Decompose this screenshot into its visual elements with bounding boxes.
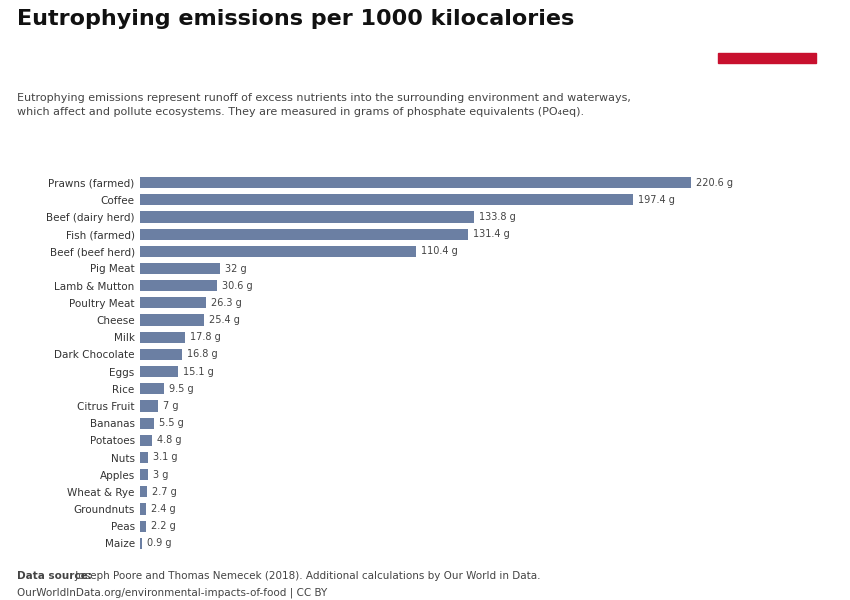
- Bar: [140, 469, 148, 480]
- Bar: [140, 383, 164, 394]
- Bar: [718, 53, 816, 63]
- Text: 197.4 g: 197.4 g: [638, 195, 675, 205]
- Text: 5.5 g: 5.5 g: [159, 418, 184, 428]
- Bar: [140, 503, 146, 515]
- Text: 4.8 g: 4.8 g: [157, 436, 182, 445]
- Text: 26.3 g: 26.3 g: [211, 298, 241, 308]
- Bar: [140, 452, 148, 463]
- Text: 131.4 g: 131.4 g: [473, 229, 510, 239]
- Bar: [140, 280, 217, 291]
- Text: 32 g: 32 g: [225, 263, 246, 274]
- Text: OurWorldInData.org/environmental-impacts-of-food | CC BY: OurWorldInData.org/environmental-impacts…: [17, 588, 327, 599]
- Text: 220.6 g: 220.6 g: [696, 178, 734, 188]
- Text: 17.8 g: 17.8 g: [190, 332, 220, 342]
- Text: 0.9 g: 0.9 g: [148, 538, 172, 548]
- Text: 2.4 g: 2.4 g: [151, 504, 176, 514]
- Text: 9.5 g: 9.5 g: [169, 384, 194, 394]
- Text: 30.6 g: 30.6 g: [222, 281, 252, 290]
- Text: 2.7 g: 2.7 g: [152, 487, 177, 497]
- Bar: [140, 246, 416, 257]
- Text: Eutrophying emissions represent runoff of excess nutrients into the surrounding : Eutrophying emissions represent runoff o…: [17, 93, 631, 117]
- Text: Our World: Our World: [737, 19, 796, 28]
- Bar: [140, 332, 184, 343]
- Bar: [140, 194, 633, 205]
- Text: 3 g: 3 g: [153, 470, 168, 479]
- Bar: [140, 366, 178, 377]
- Bar: [140, 263, 220, 274]
- Bar: [140, 229, 468, 240]
- Bar: [140, 177, 691, 188]
- Bar: [140, 486, 147, 497]
- Text: 25.4 g: 25.4 g: [209, 315, 240, 325]
- Bar: [140, 521, 145, 532]
- Text: 2.2 g: 2.2 g: [150, 521, 175, 531]
- Text: 7 g: 7 g: [162, 401, 178, 411]
- Bar: [140, 211, 474, 223]
- Text: 15.1 g: 15.1 g: [183, 367, 213, 377]
- Bar: [140, 418, 154, 429]
- Bar: [140, 314, 204, 326]
- Bar: [140, 435, 152, 446]
- Bar: [140, 349, 182, 360]
- Text: 110.4 g: 110.4 g: [421, 247, 458, 256]
- Text: in Data: in Data: [746, 36, 788, 46]
- Bar: [140, 297, 206, 308]
- Text: Data source:: Data source:: [17, 571, 92, 581]
- Text: Eutrophying emissions per 1000 kilocalories: Eutrophying emissions per 1000 kilocalor…: [17, 9, 575, 29]
- Text: 3.1 g: 3.1 g: [153, 452, 178, 463]
- Bar: [140, 400, 158, 412]
- Text: 16.8 g: 16.8 g: [187, 349, 218, 359]
- Text: Joseph Poore and Thomas Nemecek (2018). Additional calculations by Our World in : Joseph Poore and Thomas Nemecek (2018). …: [72, 571, 541, 581]
- Bar: [140, 538, 143, 549]
- Text: 133.8 g: 133.8 g: [479, 212, 516, 222]
